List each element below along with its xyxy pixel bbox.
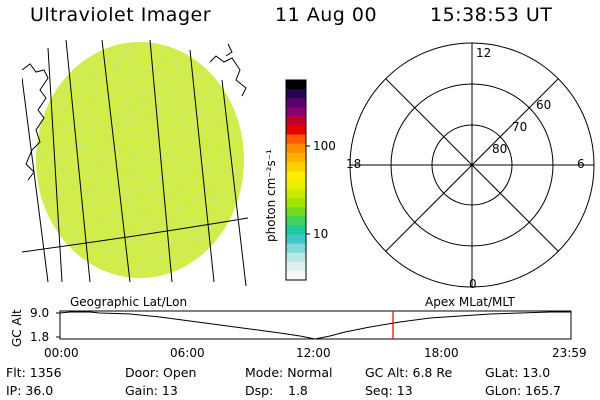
gc-altitude: GC Alt: 6.8 Re [365, 365, 453, 380]
colorbar-segment [286, 261, 306, 272]
colorbar-segment [286, 234, 306, 245]
dsp-value: 1.8 [288, 383, 308, 398]
colorbar-segment [286, 207, 306, 217]
altitude-plot-frame [59, 310, 572, 340]
uv-image [22, 40, 248, 286]
colorbar-segment [286, 89, 306, 99]
colorbar-segment [286, 98, 306, 108]
time-label: 15:38:53 UT [430, 4, 553, 26]
altitude-tick-label-9: 9.0 [30, 306, 50, 320]
flight-number: Flt: 1356 [6, 365, 62, 380]
mlat-label-70: 70 [512, 120, 528, 134]
mlt-label-6: 6 [577, 157, 585, 171]
colorbar-frame [285, 79, 307, 281]
altitude-tick-label-1-8: 1.8 [30, 330, 50, 344]
colorbar-segment [286, 189, 306, 199]
colorbar-segment [286, 225, 306, 236]
colorbar-segment [286, 80, 306, 90]
geographic-latitude: GLat: 13.0 [485, 365, 551, 380]
geographic-label: Geographic Lat/Lon [70, 295, 188, 309]
time-tick-0600: 06:00 [170, 346, 205, 360]
mlt-label-18: 18 [346, 157, 362, 171]
door-status: Door: Open [125, 365, 197, 380]
polar-plot [349, 42, 595, 288]
colorbar-segment [286, 252, 306, 263]
gain-value: Gain: 13 [125, 383, 178, 398]
colorbar-segment [286, 198, 306, 208]
time-tick-1200: 12:00 [296, 346, 331, 360]
sequence-number: Seq: 13 [365, 383, 413, 398]
colorbar-segment [286, 125, 306, 136]
dsp-label: Dsp: [245, 383, 274, 398]
colorbar-segment [286, 270, 306, 281]
colorbar-segment [286, 216, 306, 226]
mlat-label-80: 80 [492, 142, 508, 156]
colorbar-segment [286, 170, 306, 181]
apex-label: Apex MLat/MLT [425, 295, 515, 309]
colorbar-segment [286, 107, 306, 117]
colorbar-label-100: 100 [313, 139, 336, 153]
mlt-label-12: 12 [476, 46, 492, 60]
mode-value: Mode: Normal [245, 365, 333, 380]
colorbar [286, 80, 306, 281]
geographic-longitude: GLon: 165.7 [485, 383, 561, 398]
colorbar-segment [286, 134, 306, 145]
colorbar-segment [286, 152, 306, 163]
ip-value: IP: 36.0 [6, 383, 54, 398]
time-tick-0000: 00:00 [44, 346, 79, 360]
colorbar-segment [286, 116, 306, 126]
mlt-label-0: 0 [469, 277, 477, 291]
colorbar-segment [286, 243, 306, 254]
time-tick-2359: 23:59 [552, 346, 587, 360]
date-label: 11 Aug 00 [275, 4, 378, 26]
page-title: Ultraviolet Imager [30, 4, 212, 26]
colorbar-segment [286, 180, 306, 190]
mlat-label-60: 60 [536, 98, 552, 112]
time-tick-1800: 18:00 [424, 346, 459, 360]
altitude-curve [59, 311, 571, 340]
colorbar-unit-label: photon cm⁻²s⁻¹ [264, 149, 278, 242]
altitude-axis-title: GC Alt [10, 309, 24, 347]
colorbar-segment [286, 143, 306, 154]
colorbar-label-10: 10 [313, 227, 329, 241]
colorbar-segment [286, 161, 306, 172]
